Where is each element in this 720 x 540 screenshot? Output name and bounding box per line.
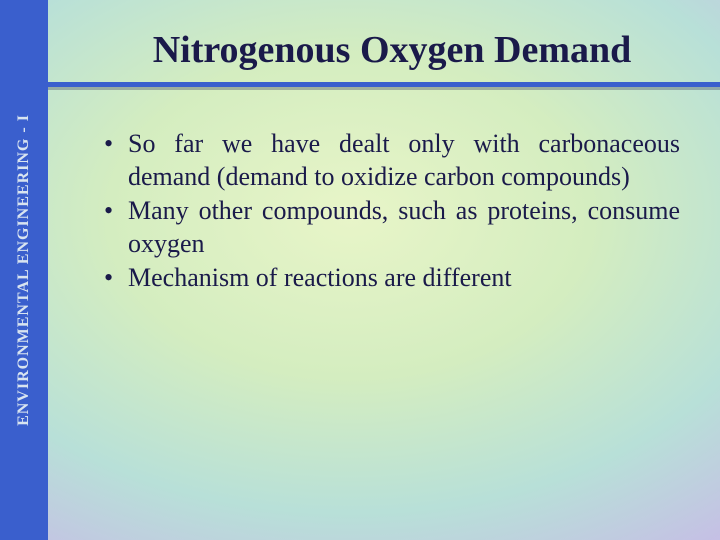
slide-content: Nitrogenous Oxygen Demand So far we have…	[48, 0, 720, 540]
list-item: Many other compounds, such as proteins, …	[104, 195, 680, 260]
sidebar: ENVIRONMENTAL ENGINEERING - I	[0, 0, 48, 540]
sidebar-label: ENVIRONMENTAL ENGINEERING - I	[15, 114, 33, 426]
slide: ENVIRONMENTAL ENGINEERING - I Nitrogenou…	[0, 0, 720, 540]
bullet-list: So far we have dealt only with carbonace…	[104, 128, 680, 295]
slide-title: Nitrogenous Oxygen Demand	[104, 28, 680, 72]
list-item: So far we have dealt only with carbonace…	[104, 128, 680, 193]
list-item: Mechanism of reactions are different	[104, 262, 680, 295]
title-divider	[104, 82, 680, 88]
divider-shadow	[48, 87, 720, 90]
